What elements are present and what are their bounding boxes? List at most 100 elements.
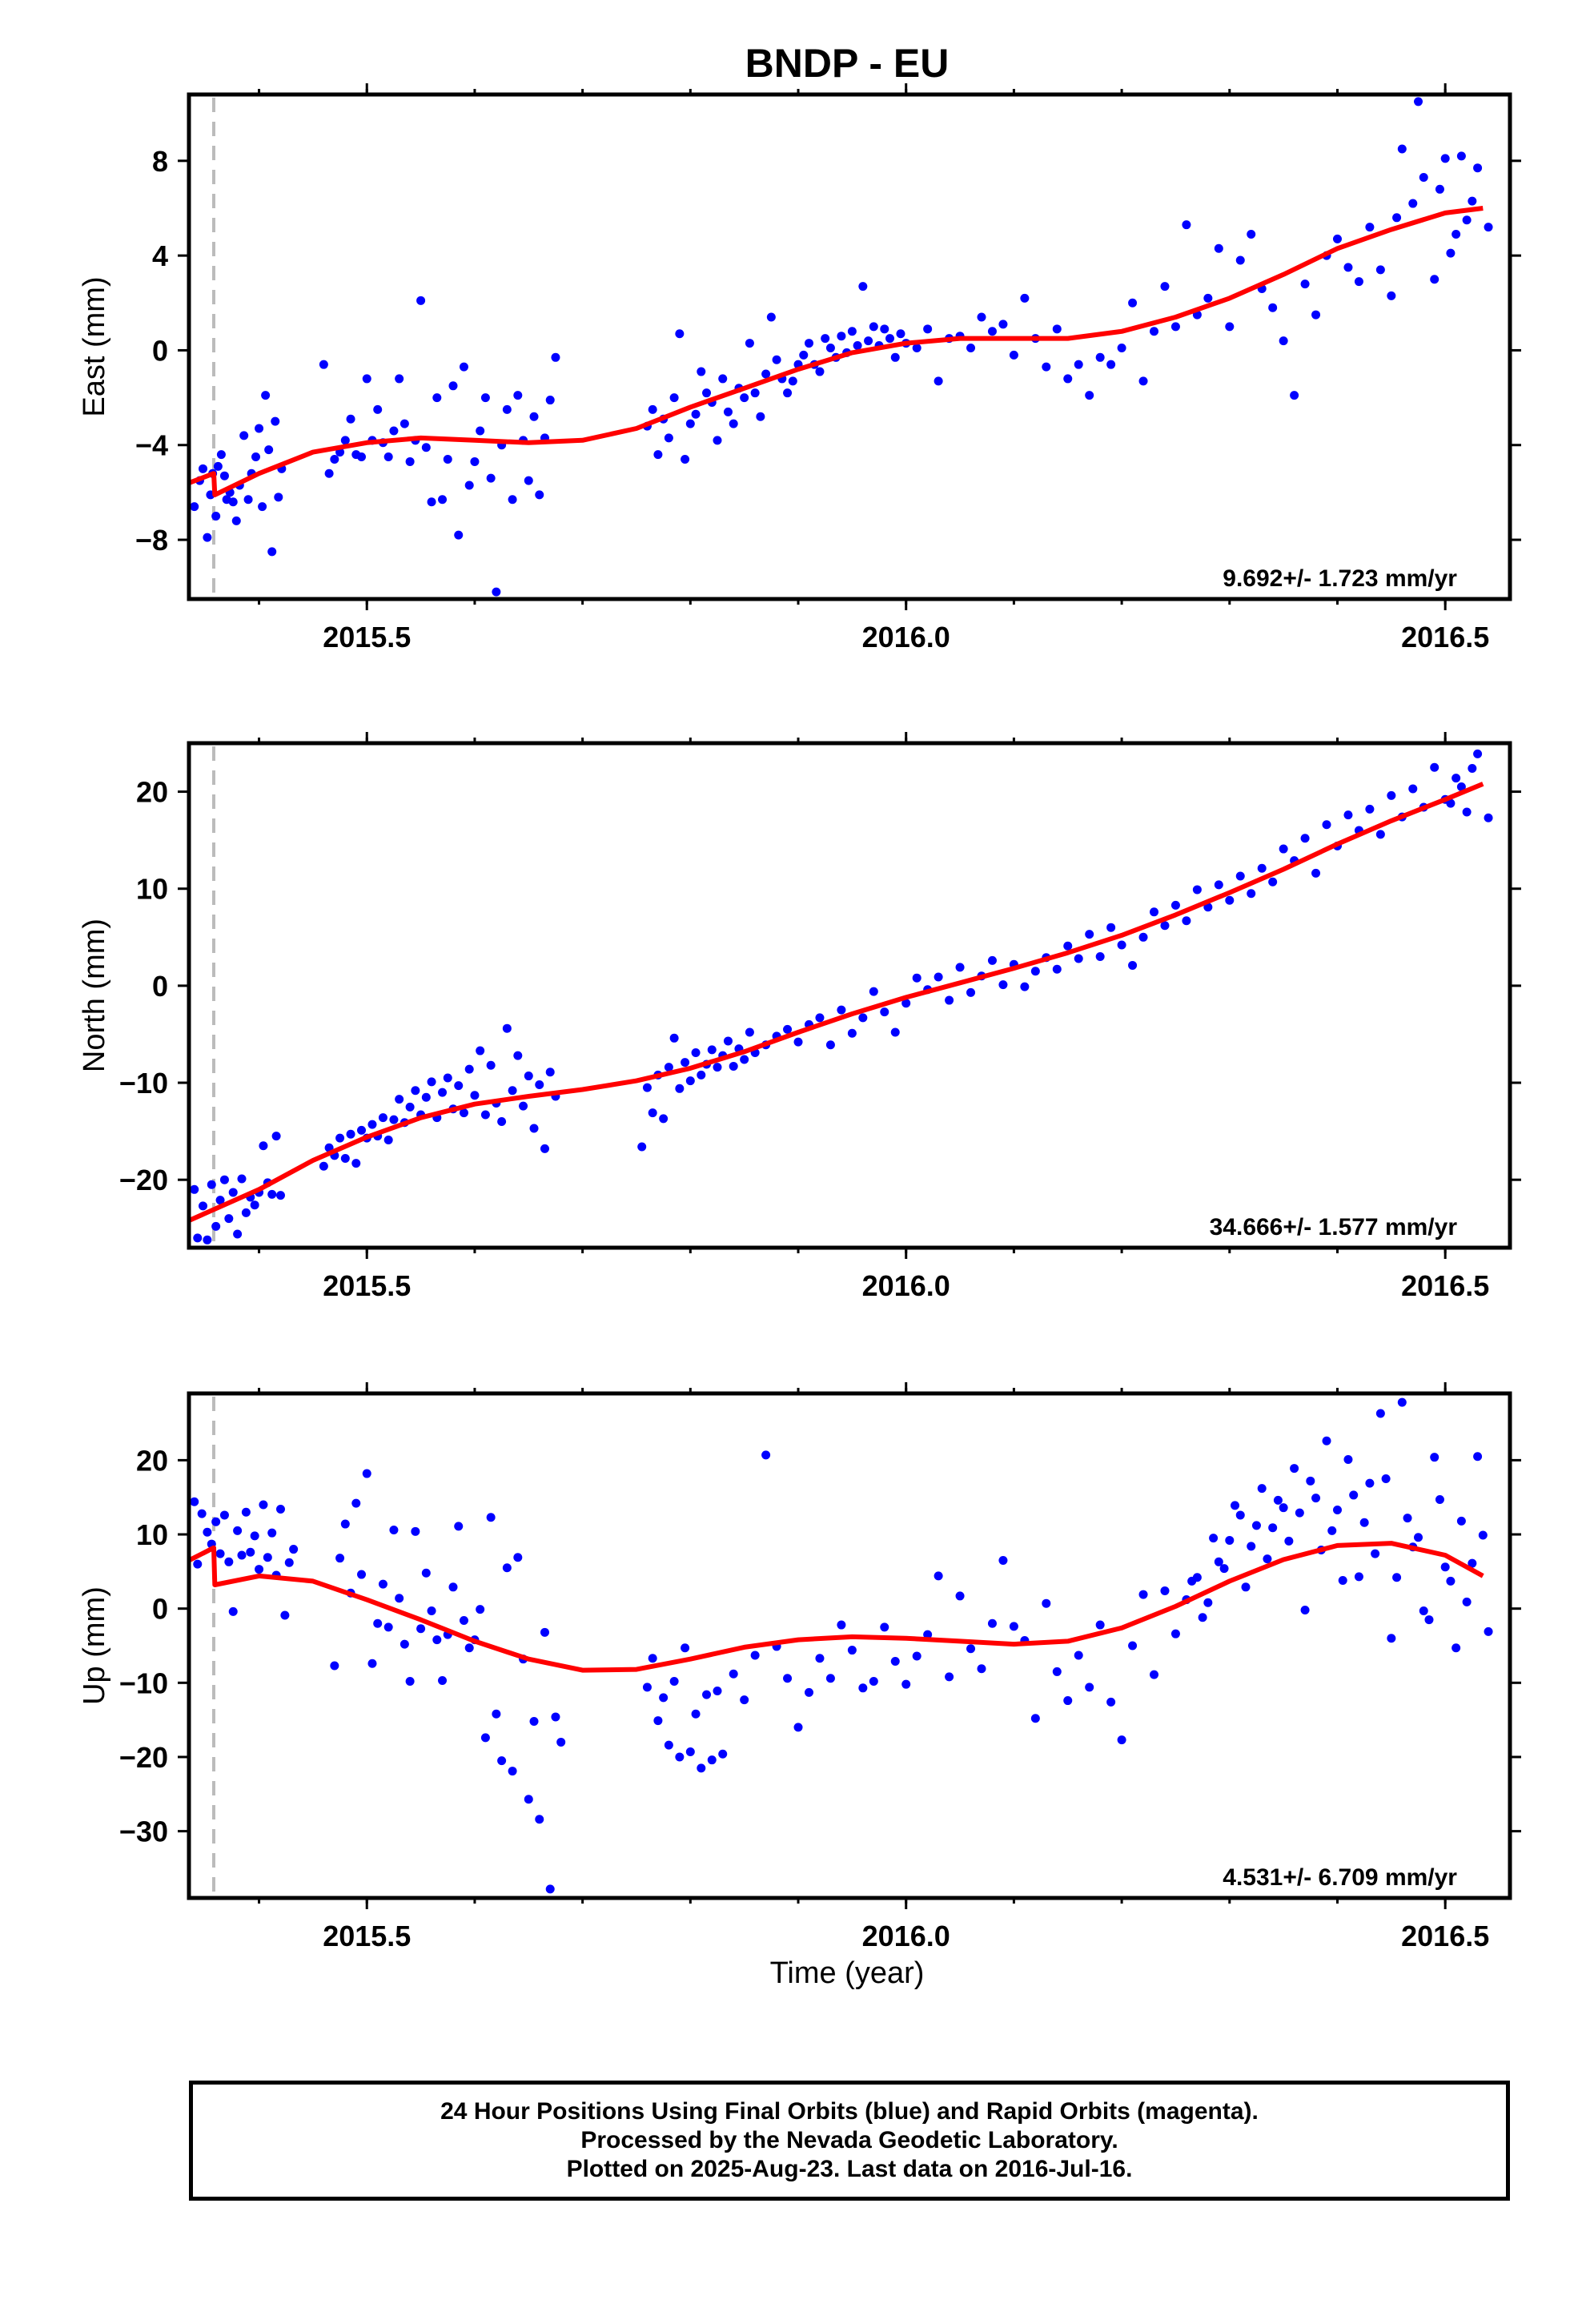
data-point bbox=[383, 1136, 393, 1145]
data-point bbox=[228, 1606, 238, 1616]
data-point bbox=[1392, 213, 1402, 223]
data-point bbox=[825, 1040, 835, 1050]
data-point bbox=[443, 454, 452, 464]
data-point bbox=[1462, 215, 1472, 225]
data-point bbox=[1452, 1643, 1461, 1653]
data-point bbox=[685, 1747, 695, 1756]
x-tick-label: 2016.0 bbox=[862, 1269, 950, 1302]
data-point bbox=[519, 1101, 528, 1111]
data-point bbox=[535, 1815, 544, 1824]
data-point bbox=[998, 1555, 1008, 1565]
data-point bbox=[215, 1196, 225, 1205]
data-point bbox=[1030, 1714, 1040, 1723]
data-point bbox=[199, 464, 208, 473]
data-point bbox=[357, 1125, 367, 1135]
data-point bbox=[729, 419, 738, 428]
data-point bbox=[740, 1055, 749, 1064]
x-axis-label: Time (year) bbox=[770, 1956, 925, 1990]
data-point bbox=[966, 343, 976, 352]
data-point bbox=[697, 1763, 706, 1773]
data-point bbox=[837, 1620, 846, 1630]
data-point bbox=[251, 452, 261, 462]
data-point bbox=[508, 495, 517, 505]
data-point bbox=[1408, 784, 1418, 794]
data-point bbox=[524, 1072, 533, 1081]
data-point bbox=[400, 1639, 409, 1649]
data-point bbox=[357, 452, 367, 462]
data-point bbox=[955, 1591, 965, 1601]
series-points bbox=[190, 97, 1493, 597]
data-point bbox=[1435, 1494, 1444, 1504]
y-tick-label: −10 bbox=[119, 1667, 168, 1699]
data-point bbox=[1273, 1495, 1283, 1505]
data-point bbox=[1042, 1598, 1051, 1608]
data-point bbox=[675, 1084, 685, 1093]
data-point bbox=[1117, 940, 1126, 950]
data-point bbox=[869, 322, 878, 332]
data-point bbox=[540, 1627, 549, 1637]
data-point bbox=[264, 445, 274, 455]
data-point bbox=[1231, 1501, 1240, 1510]
data-point bbox=[261, 391, 271, 400]
data-point bbox=[535, 490, 544, 500]
data-point bbox=[224, 1214, 234, 1224]
data-point bbox=[1446, 248, 1456, 258]
data-point bbox=[190, 1184, 199, 1194]
data-point bbox=[464, 480, 474, 490]
data-point bbox=[1263, 1554, 1272, 1564]
data-point bbox=[237, 1174, 247, 1184]
data-point bbox=[1241, 1582, 1251, 1592]
data-point bbox=[1182, 916, 1191, 926]
data-point bbox=[815, 1654, 825, 1663]
footer-line-3: Plotted on 2025-Aug-23. Last data on 201… bbox=[566, 2156, 1133, 2182]
data-point bbox=[480, 393, 490, 403]
data-point bbox=[389, 1115, 399, 1124]
data-point bbox=[912, 343, 921, 352]
data-point bbox=[1322, 820, 1331, 830]
data-point bbox=[1009, 1622, 1018, 1631]
data-point bbox=[1349, 1490, 1359, 1500]
data-point bbox=[513, 391, 523, 400]
data-point bbox=[1106, 1697, 1116, 1707]
data-point bbox=[324, 468, 334, 478]
data-point bbox=[524, 1795, 533, 1804]
data-point bbox=[1484, 813, 1493, 822]
data-point bbox=[745, 1027, 754, 1037]
data-point bbox=[1203, 1598, 1213, 1607]
data-point bbox=[1375, 830, 1385, 839]
data-point bbox=[258, 502, 267, 512]
data-point bbox=[267, 547, 277, 557]
data-point bbox=[1375, 265, 1385, 275]
data-point bbox=[1214, 1557, 1223, 1566]
data-point bbox=[190, 502, 199, 512]
data-point bbox=[237, 1550, 247, 1560]
data-point bbox=[702, 1690, 712, 1699]
data-point bbox=[438, 1676, 448, 1686]
data-point bbox=[799, 350, 809, 360]
data-point bbox=[1192, 885, 1202, 895]
data-point bbox=[275, 1191, 285, 1200]
rate-annotation: 4.531+/- 6.709 mm/yr bbox=[1223, 1864, 1457, 1891]
y-tick-label: 0 bbox=[152, 1593, 168, 1626]
data-point bbox=[405, 1102, 415, 1112]
data-point bbox=[1074, 360, 1083, 369]
data-point bbox=[1235, 1510, 1245, 1520]
data-point bbox=[1375, 1409, 1385, 1418]
x-tick-label: 2016.0 bbox=[862, 1920, 950, 1952]
data-point bbox=[367, 1659, 377, 1668]
data-point bbox=[847, 1028, 857, 1038]
data-point bbox=[1327, 1526, 1337, 1535]
data-point bbox=[513, 1051, 523, 1060]
data-point bbox=[395, 374, 404, 384]
data-point bbox=[648, 1654, 657, 1663]
data-point bbox=[1052, 964, 1062, 974]
data-point bbox=[869, 987, 878, 996]
y-tick-label: 0 bbox=[152, 334, 168, 367]
data-point bbox=[1268, 303, 1278, 312]
data-point bbox=[1235, 871, 1245, 881]
chart-panels: −8 −4 0 4 8 2015.5 2016.0 2016.5 East (mm) 9.692+… bbox=[78, 83, 1521, 1952]
data-point bbox=[1332, 1505, 1342, 1514]
data-point bbox=[890, 352, 900, 362]
data-point bbox=[825, 343, 835, 352]
data-point bbox=[1354, 277, 1363, 287]
